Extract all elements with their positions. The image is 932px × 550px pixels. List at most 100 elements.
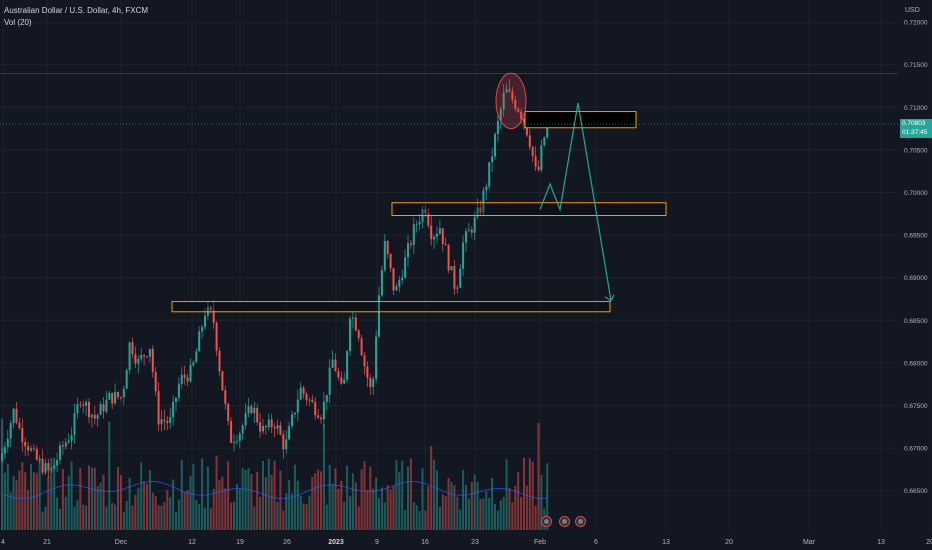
volume-bar (56, 497, 59, 530)
volume-bar (50, 458, 53, 530)
volume-bar (299, 495, 302, 530)
volume-bar (209, 508, 212, 530)
event-icon[interactable] (541, 516, 552, 527)
candle-body (198, 331, 201, 352)
volume-bar (502, 497, 505, 530)
candle-body (59, 445, 61, 460)
price-tick-label: 0.67000 (904, 446, 928, 453)
drawing-layer[interactable] (0, 72, 898, 313)
event-icon[interactable] (559, 516, 570, 527)
candle-body (337, 371, 340, 378)
candle-body (230, 421, 233, 443)
candle-body (366, 366, 369, 378)
volume-bar (247, 468, 250, 530)
time-tick-label: 13 (662, 539, 670, 546)
volume-bar (177, 499, 180, 530)
volume-bar (108, 421, 111, 530)
candle-body (511, 91, 514, 100)
volume-bar (15, 480, 18, 530)
volume-bar (134, 494, 137, 530)
candle-body (444, 244, 447, 246)
candle-body (438, 228, 441, 234)
candle-body (244, 413, 247, 426)
volume-bar (444, 496, 447, 530)
symbol-title[interactable]: Australian Dollar / U.S. Dollar, 4h, FXC… (4, 6, 149, 15)
volume-bar (311, 476, 314, 530)
candle-body (111, 392, 114, 404)
candle-body (334, 359, 337, 372)
volume-bar (441, 494, 444, 530)
candle-body (180, 374, 183, 384)
candle-body (259, 422, 262, 432)
volume-bar (82, 504, 85, 530)
time-tick-label: 19 (236, 539, 244, 546)
volume-bar (102, 474, 105, 530)
volume-bar (369, 466, 372, 530)
candle-body (24, 442, 27, 447)
volume-bar (514, 485, 517, 530)
candle-body (273, 427, 276, 429)
candle-body (357, 330, 360, 339)
volume-bar (67, 475, 70, 530)
volume-bar (418, 511, 421, 530)
volume-bar (314, 473, 317, 530)
event-icon[interactable] (575, 516, 586, 527)
volume-ma-path (1, 481, 548, 499)
candle-body (517, 108, 520, 112)
volume-bar (462, 469, 465, 530)
candle-body (502, 92, 505, 110)
volume-bar (317, 469, 320, 530)
volume-bar (496, 510, 499, 530)
candle-body (436, 233, 438, 237)
volume-bar (337, 488, 340, 530)
volume-bar (233, 501, 235, 530)
volume-bar (122, 511, 125, 530)
price-tick-label: 0.70500 (904, 147, 928, 154)
volume-bar (262, 460, 264, 530)
volume-bar (180, 460, 183, 530)
volume-bar (438, 506, 441, 530)
candle-body (531, 146, 534, 157)
volume-bar (61, 468, 64, 530)
volume-bar (291, 493, 293, 530)
volume-bar (198, 503, 201, 530)
time-tick-label: 13 (877, 539, 885, 546)
volume-bar (131, 505, 134, 530)
time-tick-label: Mar (803, 539, 816, 546)
candle-body (462, 242, 465, 269)
time-tick-label: 20 (926, 539, 932, 546)
candle-body (238, 433, 241, 441)
volume-bar (259, 496, 262, 530)
candle-body (433, 236, 436, 240)
price-axis[interactable]: USD 0.72000 0.71500 0.71000 0.70500 0.70000 0.… (904, 7, 928, 495)
volume-bar (230, 502, 233, 530)
volume-bar (343, 501, 346, 530)
candle-body (32, 448, 35, 450)
candle-body (343, 379, 346, 384)
candle-body (209, 307, 212, 310)
candle-body (479, 207, 482, 213)
candle-body (409, 243, 412, 245)
candle-body (447, 245, 450, 271)
candle-body (262, 425, 264, 432)
candle-body (221, 371, 224, 391)
candle-body (128, 342, 131, 371)
candle-body (9, 423, 12, 439)
time-axis[interactable]: 4 21 Dec 12 19 26 2023 9 16 23 Feb 6 13 20 Mar 13 20 (1, 539, 932, 546)
candle-body (102, 404, 105, 412)
candle-body (21, 428, 24, 443)
candle-body (247, 406, 250, 414)
volume-bar (308, 495, 311, 530)
volume-bar (528, 458, 531, 530)
candle-body (395, 286, 398, 291)
candle-body (12, 408, 15, 424)
candle-body (322, 401, 325, 420)
volume-bar (415, 505, 418, 530)
indicator-label[interactable]: Vol (20) (4, 18, 32, 27)
volume-bar (235, 483, 238, 530)
candle-body (514, 99, 517, 109)
candle-body (163, 419, 166, 422)
volume-bar (117, 467, 119, 530)
candle-body (482, 190, 485, 213)
